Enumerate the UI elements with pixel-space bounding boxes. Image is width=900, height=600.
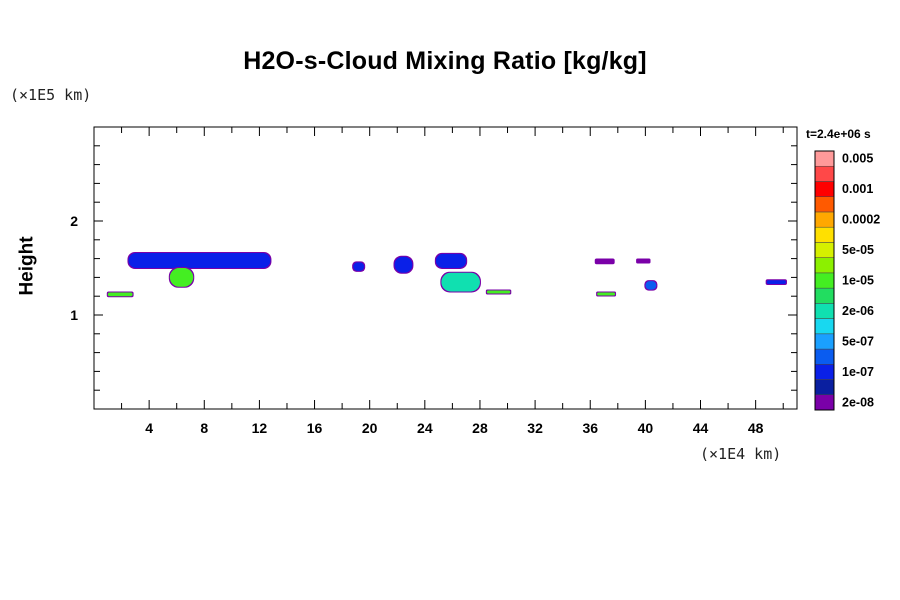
colorbar-frame	[814, 150, 835, 411]
colorbar-band	[814, 272, 835, 289]
colorbar-label: 2e-08	[842, 395, 874, 409]
colorbar-label: 1e-07	[842, 365, 874, 379]
colorbar-band	[814, 348, 835, 365]
cloud-region	[435, 253, 467, 268]
colorbar-label: 0.001	[842, 182, 873, 196]
colorbar-band	[814, 181, 835, 197]
colorbar-band	[814, 364, 835, 380]
x-tick-label: 24	[417, 420, 433, 436]
x-tick-label: 36	[582, 420, 598, 436]
colorbar-label: 0.0002	[842, 213, 880, 227]
cloud-region	[597, 292, 616, 296]
x-tick-label: 32	[527, 420, 543, 436]
colorbar-band	[814, 287, 835, 304]
x-tick-label: 44	[693, 420, 709, 436]
cloud-region	[645, 281, 657, 290]
x-tick-label: 4	[145, 420, 153, 436]
colorbar-band	[814, 333, 835, 350]
colorbar-label: 1e-05	[842, 274, 874, 288]
colorbar-band	[814, 196, 835, 213]
cloud-region	[353, 262, 365, 271]
chart-title: H2O-s-Cloud Mixing Ratio [kg/kg]	[243, 47, 647, 75]
y-tick-label: 1	[70, 307, 78, 323]
colorbar-band	[814, 379, 835, 396]
cloud-region	[637, 259, 650, 263]
colorbar-band	[814, 211, 835, 228]
colorbar-band	[814, 242, 835, 258]
x-axis-unit: (×1E4 km)	[700, 445, 782, 463]
colorbar-band	[814, 165, 835, 182]
x-tick-label: 8	[200, 420, 208, 436]
colorbar-label: 0.005	[842, 152, 873, 166]
cloud-region	[441, 272, 480, 292]
colorbar: 2e-08 1e-07 5e-07 2e-06 1e-05 5e-05 0.0002 0.00…	[814, 150, 880, 411]
colorbar-label: 5e-07	[842, 334, 874, 348]
x-tick-label: 28	[472, 420, 488, 436]
x-tick-label: 40	[638, 420, 654, 436]
cloud-region	[107, 292, 133, 297]
cloud-region	[128, 252, 271, 268]
cloud-field	[106, 251, 787, 298]
colorbar-band	[814, 257, 835, 274]
colorbar-label: 5e-05	[842, 243, 874, 257]
time-label: t=2.4e+06 s	[806, 127, 871, 141]
colorbar-band	[814, 226, 835, 243]
y-tick-label: 2	[70, 213, 78, 229]
x-tick-label: 16	[307, 420, 323, 436]
x-tick-label: 48	[748, 420, 764, 436]
colorbar-band	[814, 394, 835, 411]
plot-frame	[93, 126, 798, 410]
cloud-region	[766, 280, 786, 284]
cloud-region	[486, 290, 511, 294]
cloud-region	[394, 256, 413, 273]
cloud-region	[169, 268, 194, 287]
x-tick-label: 20	[362, 420, 378, 436]
y-axis-unit: (×1E5 km)	[10, 86, 92, 104]
colorbar-label: 2e-06	[842, 304, 874, 318]
colorbar-band	[814, 318, 835, 335]
colorbar-band	[814, 303, 835, 319]
colorbar-band	[814, 150, 835, 167]
cloud-region	[595, 259, 614, 264]
x-tick-label: 12	[252, 420, 268, 436]
